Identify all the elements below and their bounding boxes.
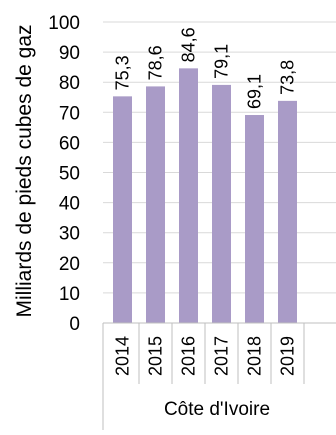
data-label: 69,1 [245, 74, 265, 109]
x-tick-label: 2015 [146, 336, 166, 376]
x-tick-label: 2016 [179, 336, 199, 376]
y-tick-label: 0 [69, 314, 80, 335]
bar [212, 84, 231, 323]
y-tick-label: 20 [59, 254, 80, 275]
data-label: 78,6 [146, 45, 166, 80]
y-tick-label: 30 [59, 224, 80, 245]
bar [245, 115, 264, 323]
category-group-label: Côte d'Ivoire [164, 399, 270, 420]
bar [146, 86, 165, 323]
y-tick-label: 90 [59, 43, 80, 64]
bars [113, 68, 297, 323]
y-axis-title: Milliards de pieds cubes de gaz [13, 25, 36, 318]
data-label: 79,1 [212, 44, 232, 79]
x-tick-label: 2014 [113, 336, 133, 376]
labels: 0 10 20 30 40 50 60 70 80 90 100 75,3 2014 78,6 2015 84… [48, 13, 297, 376]
bar [113, 96, 132, 323]
bar [179, 68, 198, 323]
y-tick-label: 70 [59, 103, 80, 124]
y-tick-label: 40 [59, 194, 80, 215]
data-label: 75,3 [113, 55, 133, 90]
y-tick-label: 100 [48, 13, 80, 34]
axes [102, 322, 336, 430]
y-tick-label: 80 [59, 73, 80, 94]
bar [278, 100, 297, 323]
data-label: 73,8 [278, 60, 298, 95]
data-label: 84,6 [179, 27, 199, 62]
x-tick-label: 2019 [278, 336, 298, 376]
y-tick-label: 10 [59, 284, 80, 305]
x-tick-label: 2018 [245, 336, 265, 376]
x-tick-label: 2017 [212, 336, 232, 376]
y-tick-label: 60 [59, 133, 80, 154]
y-tick-label: 50 [59, 164, 80, 185]
